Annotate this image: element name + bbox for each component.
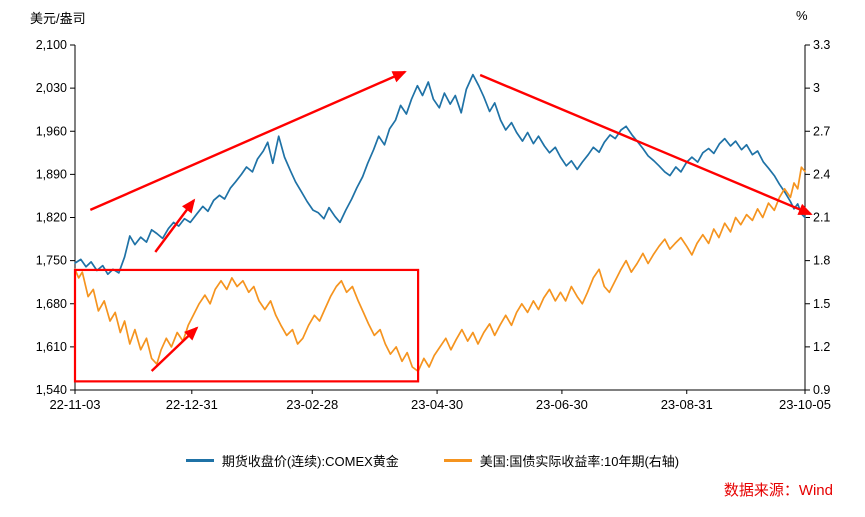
x-axis-tick-label: 23-10-05 xyxy=(779,397,831,412)
small-up-arrow-yield xyxy=(150,326,199,372)
small-up-arrow-price xyxy=(154,198,196,253)
legend: 期货收盘价(连续):COMEX黄金 美国:国债实际收益率:10年期(右轴) xyxy=(0,451,865,470)
x-axis-tick-label: 22-12-31 xyxy=(166,397,218,412)
legend-label-yield: 美国:国债实际收益率:10年期(右轴) xyxy=(479,454,680,469)
left-axis-tick-label: 2,030 xyxy=(36,81,67,95)
right-axis-tick-label: 2.4 xyxy=(813,167,830,181)
right-axis-tick-label: 1.8 xyxy=(813,254,830,268)
x-axis-tick-label: 23-04-30 xyxy=(411,397,463,412)
yield-line-swatch xyxy=(443,459,472,462)
left-axis-tick-label: 1,960 xyxy=(36,124,67,138)
left-axis-tick-label: 1,680 xyxy=(36,297,67,311)
uptrend-arrow xyxy=(89,70,407,212)
left-axis-tick-label: 1,540 xyxy=(36,383,67,397)
x-axis-tick-label: 22-11-03 xyxy=(49,397,100,412)
axes xyxy=(70,44,810,394)
gold-price-line xyxy=(74,73,806,276)
left-axis-tick-label: 1,750 xyxy=(36,254,67,268)
real-yield-line xyxy=(74,166,806,373)
left-axis-tick-label: 1,890 xyxy=(36,167,67,181)
downtrend-arrow xyxy=(479,73,813,216)
dual-axis-line-chart: 2,100 2,030 1,960 1,890 1,820 1,750 1,680 1,610… xyxy=(36,38,831,412)
left-axis-tick-label: 2,100 xyxy=(36,38,67,52)
right-axis-tick-label: 1.2 xyxy=(813,340,830,354)
right-axis-tick-label: 2.1 xyxy=(813,211,830,225)
gold-line-swatch xyxy=(185,459,214,462)
left-axis-title: 美元/盎司 xyxy=(30,11,86,26)
right-axis-tick-label: 1.5 xyxy=(813,297,830,311)
right-axis-tick-label: 3 xyxy=(813,81,820,95)
legend-item-gold: 期货收盘价(连续):COMEX黄金 xyxy=(185,451,399,470)
x-axis-tick-label: 23-06-30 xyxy=(536,397,588,412)
right-axis-tick-label: 2.7 xyxy=(813,124,830,138)
left-axis-tick-label: 1,610 xyxy=(36,340,67,354)
legend-item-yield: 美国:国债实际收益率:10年期(右轴) xyxy=(443,451,680,470)
right-axis-tick-label: 0.9 xyxy=(813,383,830,397)
left-axis-tick-label: 1,820 xyxy=(36,211,67,225)
data-source-label: 数据来源：Wind xyxy=(723,482,833,499)
right-axis-title: % xyxy=(796,8,808,23)
right-axis-tick-label: 3.3 xyxy=(813,38,830,52)
x-axis-tick-label: 23-02-28 xyxy=(286,397,338,412)
x-axis-tick-label: 23-08-31 xyxy=(661,397,713,412)
highlight-rect xyxy=(73,268,420,383)
legend-label-gold: 期货收盘价(连续):COMEX黄金 xyxy=(221,454,399,469)
